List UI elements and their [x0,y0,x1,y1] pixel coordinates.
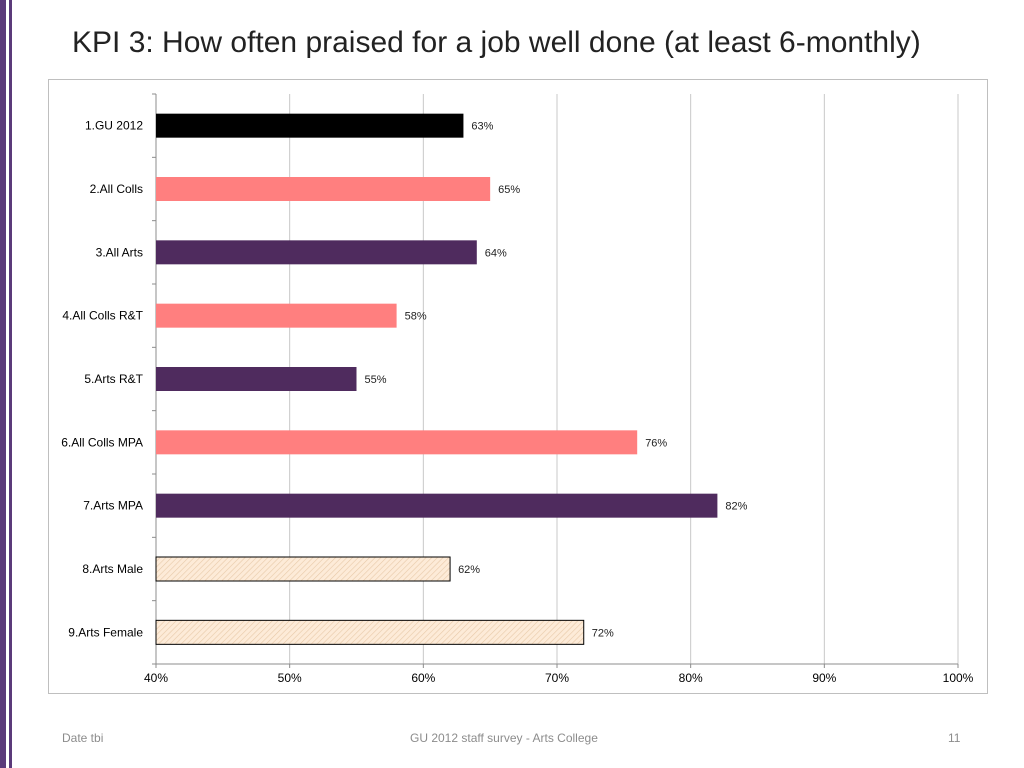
category-label: 8.Arts Male [82,562,143,576]
bar-9 [155,619,585,645]
value-label: 72% [592,627,614,639]
bar-4 [156,303,397,328]
category-label: 5.Arts R&T [84,372,143,386]
value-label: 65% [498,184,520,196]
value-label: 55% [365,374,387,386]
value-label: 76% [645,437,667,449]
category-label: 1.GU 2012 [85,119,143,133]
bar-7 [156,493,718,518]
x-tick-label: 90% [812,671,836,685]
x-tick-label: 80% [679,671,703,685]
category-label: 3.All Arts [96,245,143,259]
side-accent-stripe-wide [0,0,6,768]
value-label: 58% [405,311,427,323]
footer-source: GU 2012 staff survey - Arts College [410,731,598,745]
category-label: 7.Arts MPA [83,499,143,513]
bar-1 [156,113,464,138]
x-tick-label: 100% [943,671,974,685]
bar-3 [156,240,477,265]
category-label: 4.All Colls R&T [62,309,143,323]
footer-date: Date tbi [62,731,104,745]
chart-frame: 40% 50% 60% 70% 80% 90% 100% 1.GU 2012 63% 2.All … [48,79,988,694]
bar-2 [156,177,491,201]
side-accent-stripe-thin [9,0,12,768]
bar-5 [156,367,357,391]
x-tick-label: 40% [144,671,168,685]
value-label: 63% [471,121,493,133]
category-label: 2.All Colls [90,182,143,196]
value-label: 64% [485,247,507,259]
bar-6 [156,430,638,455]
footer-page-number: 11 [948,731,961,745]
x-tick-label: 50% [278,671,302,685]
value-label: 62% [458,564,480,576]
value-label: 82% [725,501,747,513]
bar-8 [155,556,451,582]
slide-title: KPI 3: How often praised for a job well … [72,26,921,59]
x-tick-label: 70% [545,671,569,685]
bar-chart: 40% 50% 60% 70% 80% 90% 100% 1.GU 2012 63% 2.All … [61,93,974,685]
category-label: 9.Arts Female [68,625,143,639]
x-tick-label: 60% [411,671,435,685]
side-accent-bar [0,0,14,768]
category-label: 6.All Colls MPA [61,435,143,449]
